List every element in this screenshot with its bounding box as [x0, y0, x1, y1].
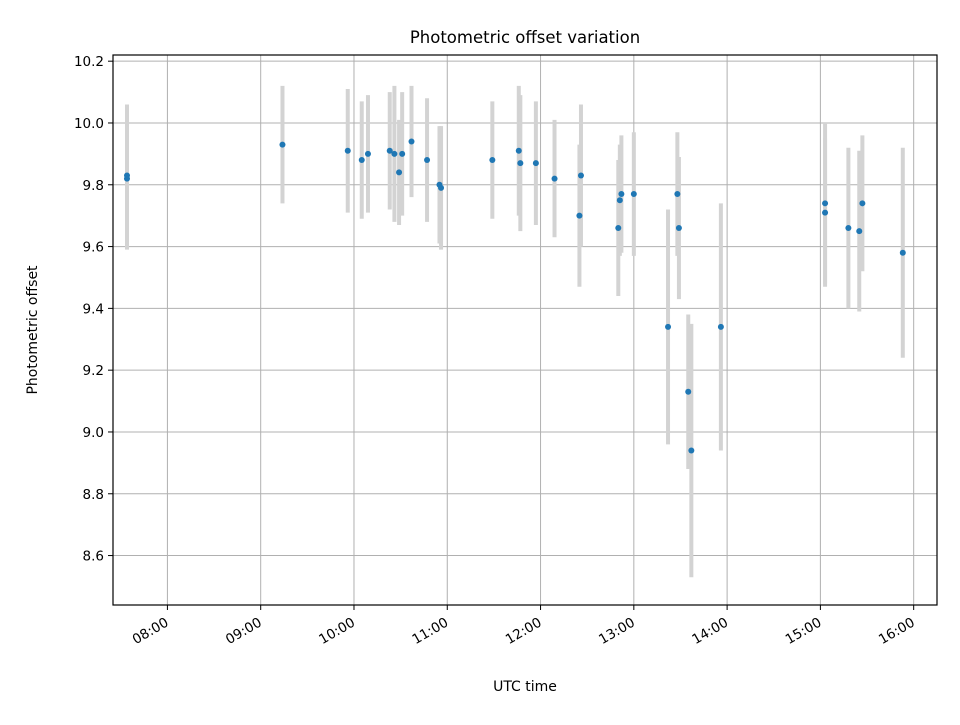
data-point	[616, 197, 623, 204]
data-point	[123, 172, 130, 179]
x-axis-label: UTC time	[493, 679, 557, 695]
data-point	[859, 200, 866, 207]
data-point	[438, 184, 445, 191]
data-point	[822, 209, 829, 216]
y-axis-ticks: 8.6 8.8 9.0 9.2 9.4 9.6 9.8 10.0 10.2	[74, 54, 113, 565]
y-tick-label: 9.6	[83, 240, 104, 256]
y-tick-label: 8.8	[83, 487, 104, 503]
data-point	[845, 225, 852, 232]
data-point	[279, 141, 286, 148]
data-point	[551, 175, 558, 182]
data-point	[408, 138, 415, 145]
data-point	[618, 191, 625, 198]
data-point	[856, 228, 863, 235]
plot-frame	[112, 54, 938, 606]
y-tick-label: 9.0	[83, 425, 104, 441]
data-point	[577, 172, 584, 179]
data-point	[717, 323, 724, 330]
data-point	[517, 160, 524, 167]
data-point	[665, 323, 672, 330]
data-point	[615, 225, 622, 232]
data-point	[576, 212, 583, 219]
data-point	[364, 150, 371, 157]
data-point	[424, 157, 431, 164]
data-points	[123, 138, 906, 454]
data-point	[685, 388, 692, 395]
data-point	[344, 147, 351, 154]
y-tick-label: 9.8	[83, 178, 104, 194]
data-point	[630, 191, 637, 198]
data-point	[391, 150, 398, 157]
y-tick-label: 9.4	[83, 301, 104, 317]
y-tick-label: 10.2	[74, 54, 104, 70]
y-tick-label: 9.2	[83, 363, 104, 379]
chart-title: Photometric offset variation	[410, 28, 640, 47]
data-point	[532, 160, 539, 167]
data-point	[515, 147, 522, 154]
data-point	[489, 157, 496, 164]
data-point	[899, 249, 906, 256]
y-tick-label: 8.6	[83, 549, 104, 565]
data-point	[688, 447, 695, 454]
data-point	[822, 200, 829, 207]
data-point	[675, 225, 682, 232]
data-point	[399, 150, 406, 157]
y-axis-label: Photometric offset	[25, 265, 41, 395]
data-point	[674, 191, 681, 198]
data-point	[396, 169, 403, 176]
y-tick-label: 10.0	[74, 116, 104, 132]
data-point	[358, 157, 365, 164]
data-point	[386, 147, 393, 154]
